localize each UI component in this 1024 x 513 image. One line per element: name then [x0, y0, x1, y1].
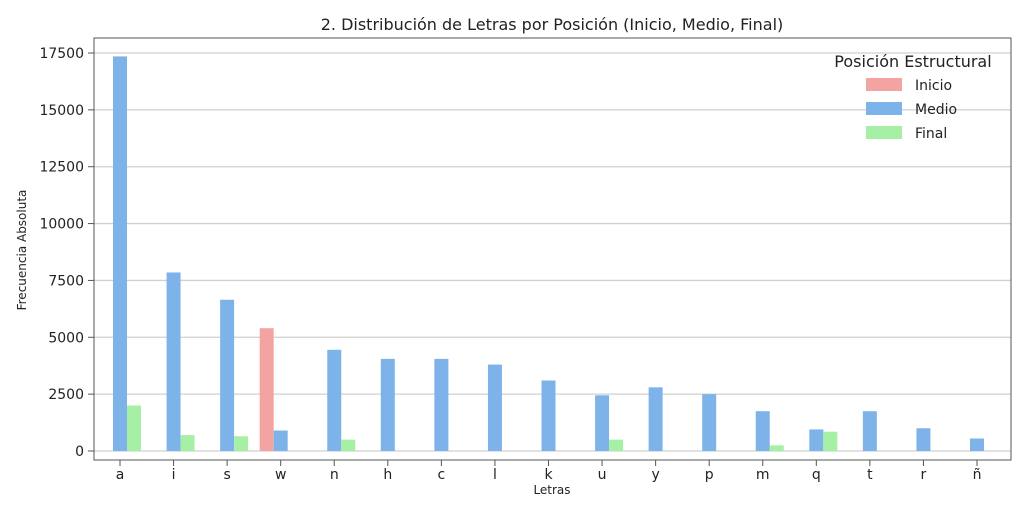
plot-frame — [93, 37, 1012, 461]
bar-medio-q — [809, 429, 824, 451]
x-tick-label: p — [705, 467, 714, 483]
x-tick-label: q — [812, 467, 821, 483]
y-tick-label: 17500 — [39, 46, 84, 62]
x-tick-label: c — [438, 467, 446, 483]
legend-swatch-inicio — [866, 78, 902, 91]
x-tick-label: l — [493, 467, 497, 483]
y-axis: 0 2500 5000 7500 10000 12500 15000 17500 — [39, 46, 94, 460]
x-tick-label: i — [172, 467, 176, 483]
legend-title: Posición Estructural — [834, 52, 991, 71]
legend-label-medio: Medio — [915, 102, 957, 118]
bar-medio-u — [595, 395, 610, 451]
y-tick-label: 2500 — [48, 387, 84, 403]
bar-final-q — [823, 431, 838, 451]
bar-medio-w — [273, 430, 288, 451]
legend-swatch-final — [866, 126, 902, 139]
chart-title: 2. Distribución de Letras por Posición (… — [321, 15, 784, 34]
bar-medio-l — [487, 364, 502, 451]
legend: Posición Estructural Inicio Medio Final — [834, 52, 991, 142]
bar-final-i — [180, 435, 195, 451]
bar-final-m — [769, 445, 784, 451]
bar-medio-h — [380, 358, 395, 451]
x-tick-label: t — [867, 467, 873, 483]
bar-medio-s — [220, 299, 235, 451]
bar-inicio-w — [259, 328, 274, 451]
bar-medio-p — [702, 394, 717, 451]
x-tick-label: h — [383, 467, 392, 483]
x-tick-label: ñ — [973, 467, 982, 483]
bar-medio-m — [755, 411, 770, 451]
bar-medio-c — [434, 358, 449, 451]
x-tick-label: k — [544, 467, 553, 483]
bar-final-n — [341, 439, 356, 451]
bars — [113, 56, 984, 451]
legend-label-final: Final — [915, 126, 947, 142]
y-tick-label: 7500 — [48, 273, 84, 289]
bar-medio-r — [916, 428, 931, 451]
y-tick-label: 10000 — [39, 217, 84, 233]
x-tick-label: s — [223, 467, 230, 483]
y-tick-label: 12500 — [39, 160, 84, 176]
x-tick-label: r — [921, 467, 927, 483]
bar-medio-n — [327, 349, 342, 451]
y-tick-label: 0 — [75, 444, 84, 460]
y-axis-label: Frecuencia Absoluta — [15, 190, 29, 311]
legend-label-inicio: Inicio — [915, 78, 952, 94]
bar-medio-t — [862, 411, 877, 451]
bar-medio-k — [541, 380, 556, 451]
x-axis-label: Letras — [533, 483, 570, 497]
bar-medio-a — [113, 56, 127, 451]
bar-final-a — [127, 405, 141, 451]
bar-final-u — [609, 439, 624, 451]
gridlines — [94, 52, 1011, 452]
x-tick-label: u — [598, 467, 607, 483]
x-tick-label: n — [330, 467, 339, 483]
y-tick-label: 15000 — [39, 103, 84, 119]
bar-medio-y — [648, 387, 663, 451]
bar-medio-i — [166, 272, 181, 451]
x-tick-label: y — [651, 467, 659, 483]
legend-swatch-medio — [866, 102, 902, 115]
y-tick-label: 5000 — [48, 330, 84, 346]
bar-final-s — [234, 436, 249, 451]
x-tick-label: a — [116, 467, 125, 483]
bar-medio-ñ — [970, 438, 984, 451]
x-tick-label: w — [275, 467, 286, 483]
x-tick-label: m — [756, 467, 770, 483]
